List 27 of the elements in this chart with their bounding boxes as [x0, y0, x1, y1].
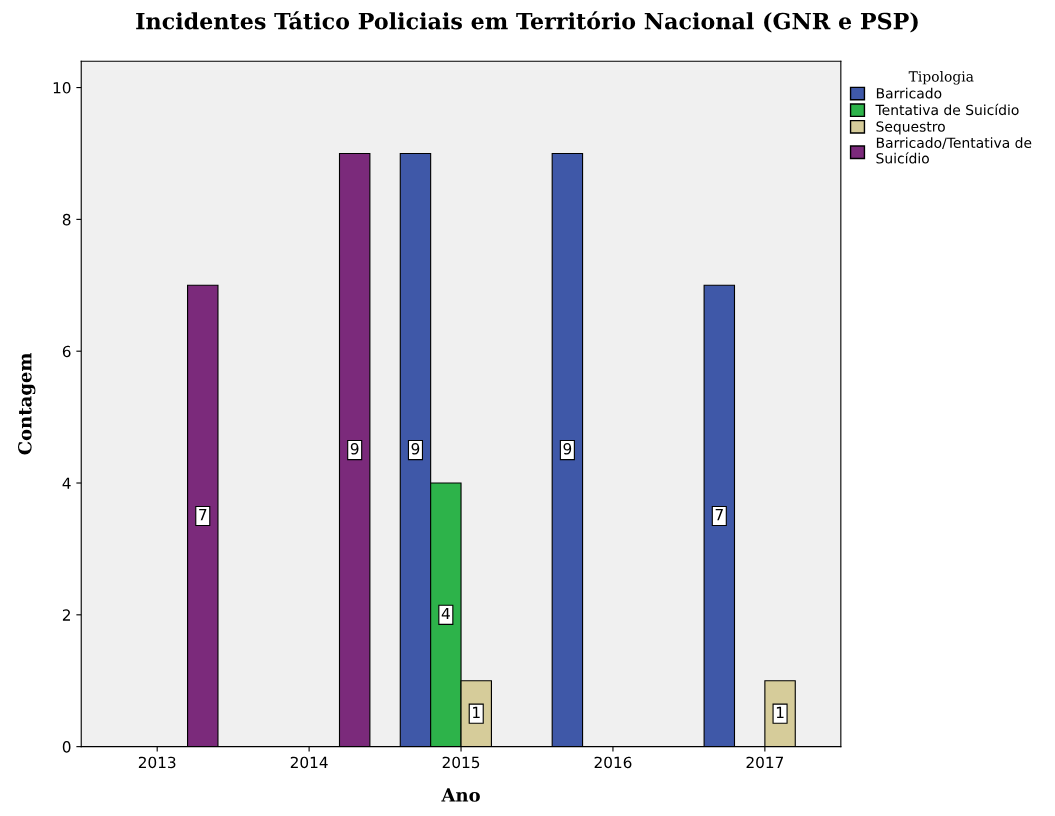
x-axis-title: Ano	[441, 788, 480, 802]
y-tick-label: 0	[62, 741, 71, 753]
legend-label: Barricado/Tentativa de Suicídio	[876, 137, 1032, 164]
chart-title: Incidentes Tático Policiais em Território Nacional (GNR e PSP)	[136, 11, 918, 33]
y-tick-label: 6	[62, 345, 71, 358]
data-label: 1	[776, 706, 784, 718]
x-tick-label: 2017	[746, 756, 784, 769]
x-tick-label: 2013	[138, 756, 176, 769]
y-tick-label: 4	[62, 477, 71, 489]
legend-label: Tentativa de Suicídio	[875, 103, 1019, 116]
x-tick-label: 2016	[594, 756, 632, 769]
data-label: 1	[473, 706, 480, 718]
data-label: 9	[411, 442, 420, 455]
x-tick-label: 2014	[290, 756, 328, 769]
legend-label: Barricado	[876, 87, 942, 99]
y-tick-label: 2	[62, 609, 70, 621]
data-label: 9	[563, 442, 572, 455]
data-label: 7	[199, 509, 207, 521]
legend-label: Sequestro	[876, 121, 945, 135]
data-label: 4	[441, 607, 450, 620]
y-axis-title: Contagem	[17, 352, 36, 455]
data-label: 7	[715, 509, 723, 521]
x-tick-label: 2015	[442, 756, 480, 769]
y-tick-label: 8	[62, 213, 71, 226]
y-tick-label: 10	[53, 82, 71, 94]
data-label: 9	[350, 442, 359, 455]
legend-title: Tipologia	[908, 70, 974, 85]
